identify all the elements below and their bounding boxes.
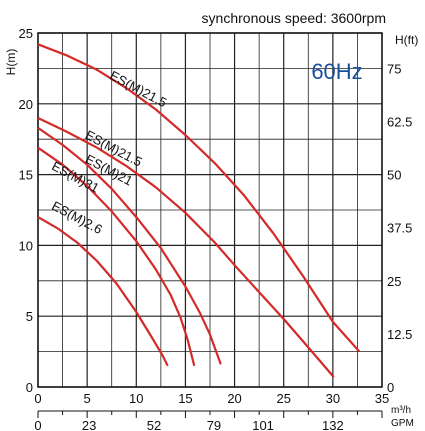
series-curve-4 — [37, 146, 196, 367]
y-tick-label-right: 62.5 — [387, 115, 412, 130]
y-tick-label-right: 37.5 — [387, 221, 412, 236]
y-axis-label-left: H(m) — [4, 49, 18, 76]
y-tick-label-right: 0 — [387, 380, 394, 395]
series-curve-2 — [37, 117, 335, 378]
x-tick-label: 5 — [84, 391, 91, 406]
y-tick-label-left: 15 — [19, 168, 33, 183]
y-tick-label-left: 25 — [19, 26, 33, 41]
y-tick-label-left: 0 — [26, 380, 33, 395]
x2-tick-label: 101 — [252, 418, 274, 431]
frequency-annotation: 60Hz — [311, 59, 362, 84]
series-curve-5 — [37, 216, 169, 367]
x-tick-label: 0 — [34, 391, 41, 406]
series-curve-1 — [37, 43, 361, 353]
x-axis-unit-label: m³/h — [391, 405, 411, 416]
plot-frame — [37, 32, 383, 388]
x-tick-label: 25 — [276, 391, 290, 406]
y-tick-label-right: 50 — [387, 168, 401, 183]
y-tick-label-right: 75 — [387, 61, 401, 76]
x-tick-label: 10 — [129, 391, 143, 406]
y-tick-label-right: 25 — [387, 274, 401, 289]
y-tick-label-left: 10 — [19, 238, 33, 253]
x-tick-label: 15 — [178, 391, 192, 406]
y-tick-label-left: 20 — [19, 97, 33, 112]
chart-title: synchronous speed: 3600rpm — [202, 10, 386, 26]
x2-tick-label: 52 — [147, 418, 161, 431]
x2-tick-label: 0 — [34, 418, 41, 431]
curve-label-5: ES(M)2.6 — [49, 198, 105, 237]
series-curve-3 — [37, 126, 222, 365]
x-tick-label: 35 — [375, 391, 389, 406]
x-tick-label: 20 — [227, 391, 241, 406]
x2-tick-label: 79 — [207, 418, 221, 431]
x2-tick-label: 23 — [82, 418, 96, 431]
y-tick-label-right: 12.5 — [387, 327, 412, 342]
y-axis-label-right: H(ft) — [395, 33, 418, 47]
y-tick-label-left: 5 — [26, 309, 33, 324]
x2-axis-unit-label: GPM — [391, 418, 414, 429]
x-tick-label: 30 — [326, 391, 340, 406]
x2-tick-label: 132 — [322, 418, 344, 431]
